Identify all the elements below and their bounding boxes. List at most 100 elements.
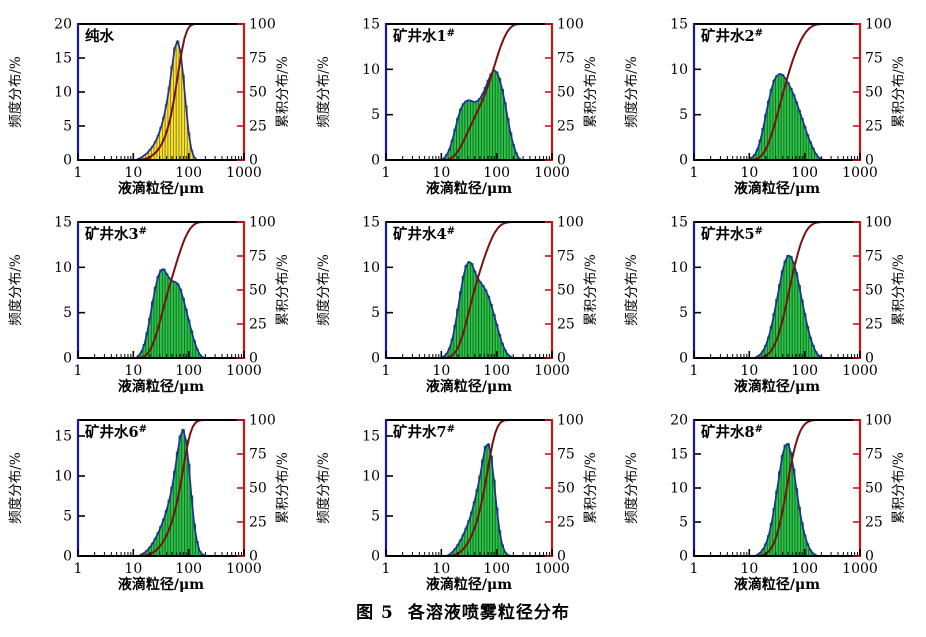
left-axis-label: 频度分布/% bbox=[8, 56, 24, 128]
svg-text:10: 10 bbox=[54, 469, 72, 485]
svg-text:100: 100 bbox=[249, 17, 276, 33]
left-axis-ticks: 0 5 10 15 bbox=[362, 17, 393, 169]
frequency-envelope-line bbox=[138, 428, 206, 557]
chart-svg-2: 0 5 10 15 0 25 50 75 100 1 10 100 1000 液滴粒径/μm 频度分布/% 累… bbox=[316, 17, 599, 197]
svg-text:15: 15 bbox=[54, 429, 72, 445]
chart-title: 矿井水6# bbox=[85, 423, 147, 441]
svg-text:0: 0 bbox=[679, 351, 688, 367]
svg-text:100: 100 bbox=[249, 215, 276, 231]
svg-text:25: 25 bbox=[557, 515, 575, 531]
svg-text:0: 0 bbox=[865, 351, 874, 367]
x-axis-ticks: 1 10 100 1000 bbox=[690, 549, 878, 577]
svg-text:10: 10 bbox=[124, 165, 142, 181]
svg-text:25: 25 bbox=[249, 515, 267, 531]
chart-svg-9: 0 5 10 15 20 0 25 50 75 100 1 10 100 1000 液滴粒径/μm 频度分布/… bbox=[624, 413, 907, 593]
right-axis-ticks: 0 25 50 75 100 bbox=[545, 215, 584, 367]
svg-text:0: 0 bbox=[557, 549, 566, 565]
right-axis-label: 累积分布/% bbox=[583, 452, 599, 524]
svg-text:1: 1 bbox=[690, 165, 699, 181]
svg-text:1: 1 bbox=[74, 363, 83, 379]
svg-text:10: 10 bbox=[124, 363, 142, 379]
svg-text:20: 20 bbox=[54, 17, 72, 33]
svg-text:25: 25 bbox=[557, 119, 575, 135]
x-axis-ticks: 1 10 100 1000 bbox=[382, 549, 570, 577]
svg-text:15: 15 bbox=[362, 17, 380, 33]
cumulative-curve bbox=[137, 221, 244, 359]
svg-text:0: 0 bbox=[679, 153, 688, 169]
svg-text:50: 50 bbox=[557, 481, 575, 497]
svg-text:15: 15 bbox=[670, 17, 688, 33]
svg-text:10: 10 bbox=[432, 165, 450, 181]
chart-svg-4: 0 5 10 15 0 25 50 75 100 1 10 100 1000 液滴粒径/μm 频度分布/% 累… bbox=[8, 215, 291, 395]
x-axis-ticks: 1 10 100 1000 bbox=[382, 153, 570, 181]
svg-text:100: 100 bbox=[557, 17, 584, 33]
svg-text:1000: 1000 bbox=[226, 165, 262, 181]
svg-text:1: 1 bbox=[382, 363, 391, 379]
chart-title: 矿井水7# bbox=[393, 423, 455, 441]
svg-text:100: 100 bbox=[483, 561, 510, 577]
svg-text:75: 75 bbox=[249, 249, 267, 265]
svg-text:15: 15 bbox=[670, 447, 688, 463]
svg-text:1000: 1000 bbox=[534, 165, 570, 181]
x-axis-label: 液滴粒径/μm bbox=[118, 576, 204, 592]
x-axis-ticks: 1 10 100 1000 bbox=[382, 351, 570, 379]
svg-text:5: 5 bbox=[679, 107, 688, 123]
x-axis-label: 液滴粒径/μm bbox=[734, 576, 820, 592]
svg-text:50: 50 bbox=[249, 283, 267, 299]
right-axis-label: 累积分布/% bbox=[275, 56, 291, 128]
right-axis-label: 累积分布/% bbox=[275, 254, 291, 326]
left-axis-ticks: 0 5 10 15 20 bbox=[54, 17, 85, 169]
svg-text:5: 5 bbox=[371, 305, 380, 321]
svg-text:0: 0 bbox=[249, 351, 258, 367]
cumulative-curve bbox=[442, 23, 552, 161]
svg-text:1000: 1000 bbox=[534, 561, 570, 577]
left-axis-label: 频度分布/% bbox=[624, 254, 640, 326]
svg-text:15: 15 bbox=[362, 429, 380, 445]
svg-text:50: 50 bbox=[865, 283, 883, 299]
svg-text:50: 50 bbox=[249, 85, 267, 101]
figure-title: 各溶液喷雾粒径分布 bbox=[407, 603, 570, 623]
svg-text:10: 10 bbox=[432, 363, 450, 379]
svg-text:15: 15 bbox=[362, 215, 380, 231]
x-axis-ticks: 1 10 100 1000 bbox=[74, 153, 262, 181]
svg-text:15: 15 bbox=[54, 51, 72, 67]
frequency-envelope-line bbox=[446, 443, 511, 557]
right-axis-ticks: 0 25 50 75 100 bbox=[853, 413, 892, 565]
chart-svg-5: 0 5 10 15 0 25 50 75 100 1 10 100 1000 液滴粒径/μm 频度分布/% 累… bbox=[316, 215, 599, 395]
svg-text:10: 10 bbox=[124, 561, 142, 577]
cumulative-curve bbox=[140, 419, 244, 557]
cumulative-curve bbox=[448, 419, 552, 557]
svg-text:15: 15 bbox=[54, 215, 72, 231]
svg-text:10: 10 bbox=[670, 62, 688, 78]
right-axis-ticks: 0 25 50 75 100 bbox=[545, 17, 584, 169]
left-axis-label: 频度分布/% bbox=[624, 452, 640, 524]
cumulative-curve bbox=[750, 23, 860, 161]
chart-panel-2: 0 5 10 15 0 25 50 75 100 1 10 100 1000 液滴粒径/μm 频度分布/% 累… bbox=[308, 2, 616, 200]
svg-text:1000: 1000 bbox=[842, 561, 878, 577]
chart-panel-5: 0 5 10 15 0 25 50 75 100 1 10 100 1000 液滴粒径/μm 频度分布/% 累… bbox=[308, 200, 616, 398]
svg-text:75: 75 bbox=[557, 447, 575, 463]
svg-text:10: 10 bbox=[362, 469, 380, 485]
chart-svg-1: 0 5 10 15 20 0 25 50 75 100 1 10 100 1000 液滴粒径/μm 频度分布/… bbox=[8, 17, 291, 197]
left-axis-ticks: 0 5 10 15 bbox=[54, 429, 85, 565]
svg-text:75: 75 bbox=[557, 51, 575, 67]
svg-text:0: 0 bbox=[371, 153, 380, 169]
chart-title: 矿井水3# bbox=[85, 225, 147, 243]
x-axis-ticks: 1 10 100 1000 bbox=[690, 153, 878, 181]
x-axis-label: 液滴粒径/μm bbox=[118, 378, 204, 394]
chart-svg-6: 0 5 10 15 0 25 50 75 100 1 10 100 1000 液滴粒径/μm 频度分布/% 累… bbox=[624, 215, 907, 395]
left-axis-label: 频度分布/% bbox=[316, 254, 332, 326]
svg-text:5: 5 bbox=[63, 509, 72, 525]
frequency-envelope-line bbox=[754, 442, 819, 557]
svg-text:100: 100 bbox=[483, 165, 510, 181]
x-axis-ticks: 1 10 100 1000 bbox=[74, 549, 262, 577]
svg-text:10: 10 bbox=[740, 165, 758, 181]
svg-text:0: 0 bbox=[63, 153, 72, 169]
x-axis-ticks: 1 10 100 1000 bbox=[690, 351, 878, 379]
svg-text:0: 0 bbox=[865, 153, 874, 169]
svg-text:25: 25 bbox=[557, 317, 575, 333]
right-axis-label: 累积分布/% bbox=[583, 254, 599, 326]
svg-text:50: 50 bbox=[865, 85, 883, 101]
chart-title: 矿井水4# bbox=[393, 225, 455, 243]
right-axis-ticks: 0 25 50 75 100 bbox=[237, 17, 276, 169]
